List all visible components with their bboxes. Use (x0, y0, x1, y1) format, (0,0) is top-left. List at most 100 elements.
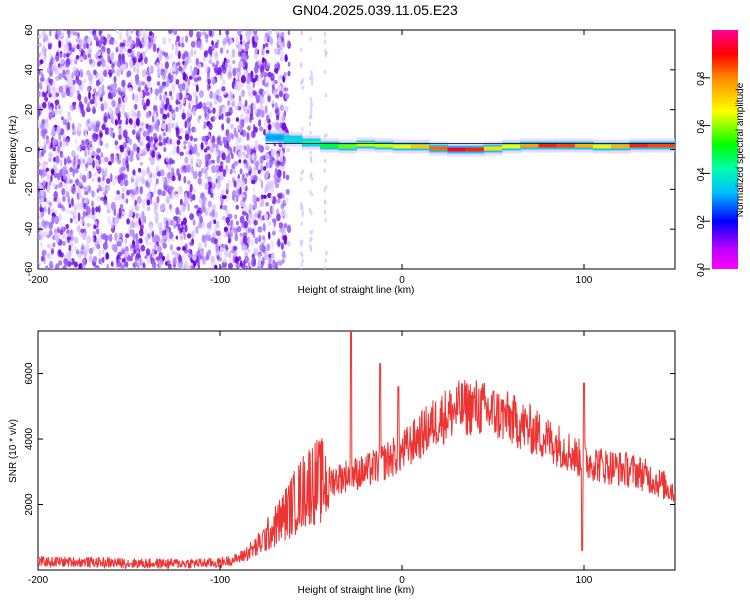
spectrogram-noise-cell (258, 119, 262, 128)
spectrogram-noise-cell (83, 42, 87, 50)
spectrogram-noise-cell (54, 92, 60, 98)
spectrogram-noise-cell (246, 132, 250, 141)
spectrogram-noise-cell (93, 172, 98, 177)
spectrogram-noise-cell (38, 91, 40, 97)
spectrogram-noise-cell (252, 186, 256, 195)
spectrogram-noise-cell (248, 266, 252, 269)
spectrogram-noise-cell (205, 210, 208, 216)
spectrogram-noise-cell (239, 34, 243, 42)
spectrogram-noise-cell (59, 252, 64, 258)
colorbar-label: Normalized spectral amplitude (735, 82, 746, 217)
colorbar-gradient (712, 30, 738, 269)
spectrogram-noise-cell (179, 86, 183, 94)
spectrogram-noise-cell (208, 55, 213, 62)
spectrogram-noise-cell (52, 182, 56, 188)
spectrogram-noise-cell (195, 226, 199, 234)
spectrogram-noise-cell (265, 171, 270, 178)
spectrogram-noise-cell (59, 58, 65, 65)
spectrogram-noise-cell (75, 54, 80, 60)
spectrogram-noise-cell (207, 200, 212, 208)
spectrogram-noise-cell (136, 195, 142, 204)
spectrogram-noise-cell (50, 208, 55, 214)
spectrogram-noise-cell (310, 210, 313, 216)
spectrogram-noise-cell (124, 150, 128, 158)
spectrogram-noise-cell (301, 253, 304, 258)
spectrogram-noise-cell (196, 152, 201, 157)
spectrogram-noise-cell (124, 266, 128, 269)
spectrogram-noise-cell (48, 157, 52, 163)
spectrogram-noise-cell (120, 102, 125, 111)
spectrogram-noise-cell (222, 44, 226, 51)
spectrogram-noise-cell (208, 122, 213, 130)
spectrogram-noise-cell (165, 156, 169, 163)
spectrogram-noise-cell (102, 249, 105, 255)
spectrogram-noise-cell (115, 154, 118, 164)
spectrogram-noise-cell (48, 93, 52, 98)
spectrogram-noise-cell (181, 254, 187, 261)
spectrogram-noise-cell (181, 82, 186, 91)
spectrogram-noise-cell (38, 119, 41, 129)
spectrogram-noise-cell (74, 139, 78, 144)
spectrogram-noise-cell (171, 250, 176, 256)
spectrogram-noise-cell (86, 86, 91, 92)
spectrogram-noise-cell (107, 234, 113, 242)
spectrogram-noise-cell (150, 140, 154, 149)
colorbar: 0.0 0.2 0.4 0.6 0.8 Normalized spectral ampl… (696, 30, 746, 277)
spectrogram-noise-cell (116, 254, 120, 260)
spectrogram-noise-cell (206, 230, 211, 236)
spectrogram-noise-cell (108, 72, 112, 78)
spectrogram-noise-cell (211, 209, 215, 218)
spectrogram-noise-cell (265, 162, 269, 169)
spectrogram-noise-cell (183, 145, 187, 150)
spectrogram-noise-cell (265, 114, 270, 122)
spectrogram-noise-cell (91, 206, 95, 216)
spectrogram-noise-cell (42, 170, 48, 177)
spectrogram-noise-cell (276, 176, 281, 183)
spectrogram-x-axis-label: Height of straight line (km) (298, 285, 415, 296)
spectrogram-noise-cell (121, 264, 125, 269)
spectrogram-noise-cell (241, 223, 245, 229)
spectrogram-noise-cell (212, 107, 216, 114)
spectrogram-noise-cell (103, 186, 108, 195)
spectrogram-noise-cell (227, 251, 232, 259)
spectrogram-noise-cell (254, 47, 258, 55)
spectrogram-noise-cell (173, 216, 179, 221)
spectrogram-noise-cell (92, 150, 96, 156)
spectrogram-noise-cell (196, 103, 202, 109)
spectrogram-noise-cell (282, 194, 285, 199)
spectrogram-signal-core (301, 140, 321, 145)
spectrogram-noise-cell (271, 205, 275, 214)
spectrogram-noise-cell (183, 139, 189, 145)
spectrogram-noise-cell (222, 136, 226, 144)
spectrogram-noise-cell (67, 111, 71, 118)
spectrogram-noise-cell (58, 40, 62, 49)
spectrogram-noise-cell (323, 266, 326, 269)
spectrogram-noise-cell (262, 57, 265, 63)
spectrogram-noise-cell (175, 207, 180, 215)
spectrogram-x-ticks: -200 -100 0 100 (28, 30, 593, 286)
spectrogram-noise-cell (164, 61, 169, 69)
spectrogram-noise-cell (63, 52, 66, 59)
spectrogram-noise-cell (160, 238, 164, 245)
spectrogram-noise-cell (49, 260, 53, 269)
spectrogram-noise-cell (206, 222, 212, 229)
spectrogram-noise-cell (87, 53, 92, 59)
spectrogram-noise-cell (173, 190, 176, 196)
y-tick-label: 2000 (24, 493, 35, 516)
spectrogram-noise-cell (51, 138, 57, 147)
spectrogram-noise-cell (202, 135, 207, 141)
spectrogram-noise-cell (110, 220, 114, 229)
spectrogram-noise-cell (66, 251, 72, 259)
spectrogram-noise-cell (286, 240, 291, 247)
spectrogram-noise-cell (247, 218, 252, 226)
spectrogram-noise-cell (240, 260, 243, 268)
spectrogram-noise-cell (229, 169, 233, 175)
spectrogram-noise-cell (62, 133, 66, 141)
spectrogram-noise-cell (225, 208, 230, 217)
spectrogram-noise-cell (102, 36, 107, 46)
spectrogram-noise-cell (218, 115, 222, 120)
spectrogram-noise-cell (165, 196, 170, 204)
spectrogram-noise-cell (227, 133, 232, 143)
spectrogram-noise-cell (100, 140, 104, 146)
spectrogram-noise-cell (40, 255, 45, 262)
